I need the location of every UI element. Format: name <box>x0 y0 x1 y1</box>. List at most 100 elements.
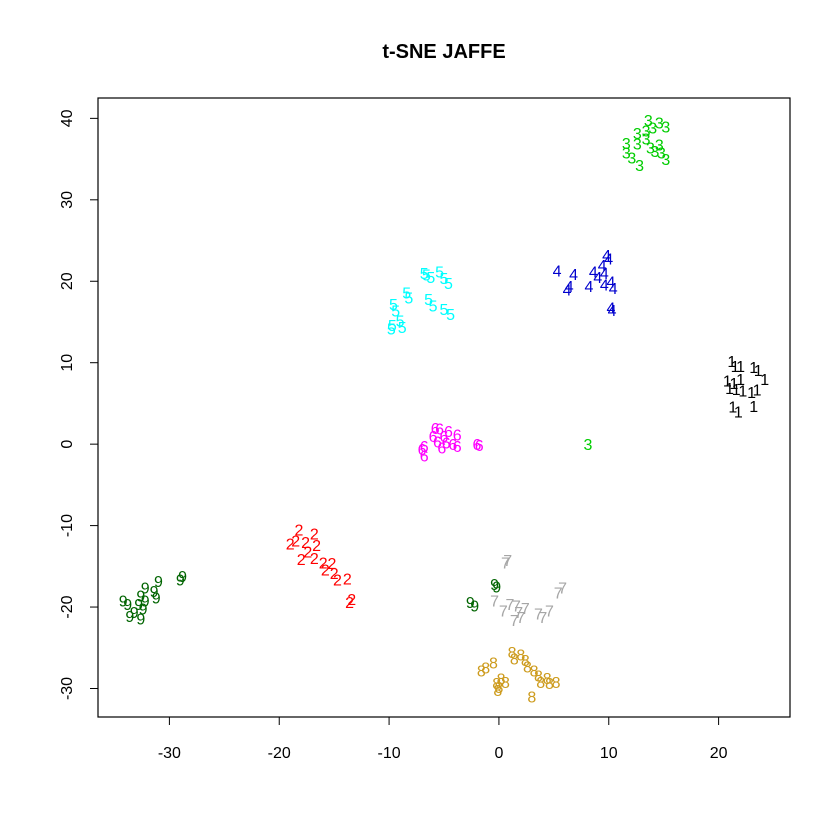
data-point-6: 6 <box>418 442 427 459</box>
data-point-3: 3 <box>633 137 642 154</box>
data-point-5: 5 <box>387 321 396 338</box>
data-point-4: 4 <box>569 267 578 284</box>
data-point-2: 2 <box>330 566 339 583</box>
data-point-5: 5 <box>424 292 433 309</box>
data-point-8: 8 <box>534 668 543 685</box>
y-axis: -30 -20 -10 0 10 20 30 40 <box>59 109 99 700</box>
data-point-5: 5 <box>426 270 435 287</box>
data-point-3: 3 <box>650 144 659 161</box>
data-point-5: 5 <box>440 302 449 319</box>
data-point-2: 2 <box>328 556 337 573</box>
data-point-9: 9 <box>141 594 150 611</box>
data-point-4: 4 <box>553 264 562 281</box>
data-point-9: 9 <box>134 597 143 614</box>
series-2: 2 22 2 22 22 2 2 22 22 222 <box>286 523 357 612</box>
data-point-2: 2 <box>345 595 354 612</box>
data-point-9: 9 <box>176 572 185 589</box>
data-point-4: 4 <box>607 300 616 317</box>
data-point-1: 1 <box>732 382 741 399</box>
data-point-3: 3 <box>642 124 651 141</box>
data-point-4: 4 <box>593 270 602 287</box>
y-tick-label: 0 <box>59 440 76 449</box>
data-point-7: 7 <box>558 580 567 597</box>
data-point-8: 8 <box>492 676 501 693</box>
data-point-3: 3 <box>622 146 631 163</box>
data-point-3: 3 <box>657 146 666 163</box>
data-point-1: 1 <box>725 381 734 398</box>
y-tick-label: 40 <box>59 109 76 127</box>
y-tick-label: 20 <box>59 272 76 290</box>
data-point-5: 5 <box>444 276 453 293</box>
data-point-1: 1 <box>754 363 763 380</box>
data-point-2: 2 <box>343 572 352 589</box>
data-point-8: 8 <box>527 690 536 707</box>
data-point-4: 4 <box>563 282 572 299</box>
data-point-6: 6 <box>420 439 429 456</box>
data-point-2: 2 <box>312 538 321 555</box>
x-axis: -30 -20 -10 0 10 20 <box>158 716 728 762</box>
data-point-2: 2 <box>333 572 342 589</box>
data-point-9: 9 <box>490 577 499 594</box>
data-point-4: 4 <box>602 248 611 265</box>
data-point-7: 7 <box>510 613 519 630</box>
data-point-5: 5 <box>398 320 407 337</box>
data-point-4: 4 <box>604 251 613 268</box>
data-point-7: 7 <box>512 598 521 615</box>
data-point-5: 5 <box>440 271 449 288</box>
data-point-6: 6 <box>448 437 457 454</box>
data-point-2: 2 <box>291 533 300 550</box>
data-point-5: 5 <box>435 264 444 281</box>
data-point-5: 5 <box>446 307 455 324</box>
data-point-7: 7 <box>505 597 514 614</box>
data-point-7: 7 <box>554 585 563 602</box>
y-tick-label: -30 <box>59 677 76 700</box>
data-point-2: 2 <box>303 545 312 562</box>
data-point-5: 5 <box>388 318 397 335</box>
data-point-4: 4 <box>565 279 574 296</box>
data-point-8: 8 <box>477 664 486 681</box>
data-point-1: 1 <box>753 383 762 400</box>
data-point-2: 2 <box>319 555 328 572</box>
data-point-9: 9 <box>470 598 479 615</box>
data-point-8: 8 <box>497 672 506 689</box>
data-point-8: 8 <box>545 676 554 693</box>
data-point-8: 8 <box>536 675 545 692</box>
chart-title: t-SNE JAFFE <box>382 41 505 63</box>
data-point-1: 1 <box>730 376 739 393</box>
data-point-4: 4 <box>607 274 616 291</box>
data-point-2: 2 <box>301 535 310 552</box>
data-point-5: 5 <box>391 304 400 321</box>
data-point-1: 1 <box>723 374 732 391</box>
data-point-9: 9 <box>125 609 134 626</box>
data-point-8: 8 <box>508 645 517 662</box>
data-point-8: 8 <box>510 651 519 668</box>
y-tick-label: -20 <box>59 595 76 618</box>
data-point-4: 4 <box>589 264 598 281</box>
data-point-6: 6 <box>437 440 446 457</box>
data-point-1: 1 <box>731 359 740 376</box>
data-point-3: 3 <box>655 115 664 132</box>
data-point-3: 3 <box>633 126 642 143</box>
data-point-5: 5 <box>429 299 438 316</box>
data-point-9: 9 <box>123 597 132 614</box>
data-point-4: 4 <box>600 266 609 283</box>
data-point-7: 7 <box>490 594 499 611</box>
x-tick-label: -30 <box>158 745 181 762</box>
data-point-8: 8 <box>523 660 532 677</box>
data-point-2: 2 <box>297 552 306 569</box>
data-point-6: 6 <box>472 437 481 454</box>
data-point-5: 5 <box>402 286 411 303</box>
data-point-3: 3 <box>661 152 670 169</box>
data-point-6: 6 <box>442 436 451 453</box>
data-point-9: 9 <box>154 574 163 591</box>
data-point-8: 8 <box>543 671 552 688</box>
data-point-1: 1 <box>749 360 758 377</box>
data-point-9: 9 <box>136 589 145 606</box>
x-tick-label: -20 <box>268 745 291 762</box>
data-point-9: 9 <box>492 580 501 597</box>
data-point-9: 9 <box>139 602 148 619</box>
